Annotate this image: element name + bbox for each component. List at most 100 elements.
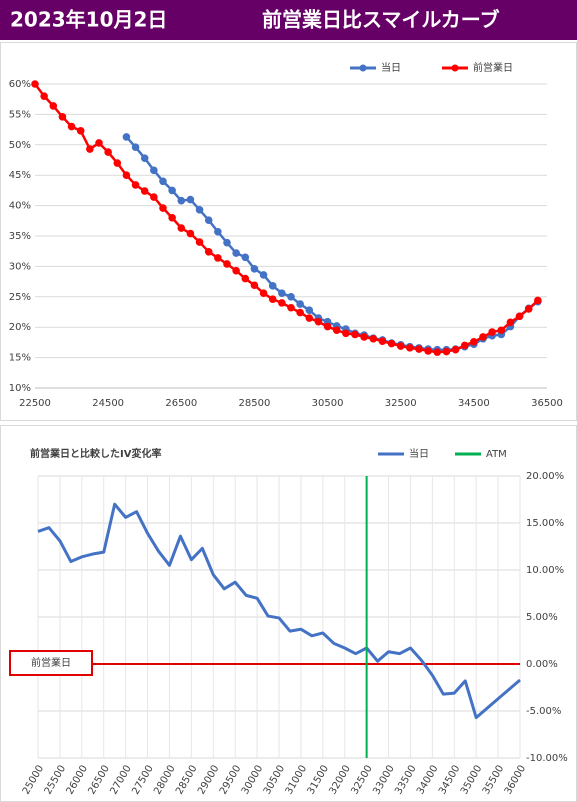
y-tick-label: 45% <box>9 170 31 181</box>
point <box>415 345 423 353</box>
point <box>31 80 39 88</box>
point <box>131 143 140 152</box>
point <box>159 204 167 212</box>
x-tick-label: 22500 <box>19 398 51 409</box>
point <box>131 181 140 189</box>
legend-label: 当日 <box>409 447 429 460</box>
point <box>296 308 304 317</box>
y-tick-label: 60% <box>9 79 31 90</box>
point <box>223 260 231 268</box>
point <box>232 249 240 257</box>
point <box>113 159 122 167</box>
point <box>479 333 487 341</box>
point <box>378 337 387 345</box>
y-tick-label: 0.00% <box>526 659 558 670</box>
series-line <box>125 136 539 351</box>
point <box>424 347 432 355</box>
point <box>360 333 368 341</box>
point <box>396 342 405 350</box>
point <box>259 289 268 297</box>
point <box>534 296 542 305</box>
header-bar <box>0 0 577 40</box>
reference-label: 前営業日 <box>31 656 71 669</box>
point <box>323 322 332 331</box>
legend-label: 当日 <box>381 61 401 74</box>
header-date: 2023年10月2日 <box>10 8 167 32</box>
point <box>342 329 350 338</box>
point <box>433 348 442 356</box>
point <box>442 347 451 356</box>
point <box>49 102 58 110</box>
point <box>268 282 277 290</box>
x-tick-label: 24500 <box>92 398 124 409</box>
point <box>204 248 213 256</box>
x-tick-label: 28500 <box>239 398 271 409</box>
point <box>524 305 533 313</box>
y-tick-label: 20.00% <box>526 471 564 482</box>
point <box>104 148 112 156</box>
y-tick-label: 5.00% <box>526 612 558 623</box>
legend-marker <box>359 64 367 72</box>
x-tick-label: 34500 <box>458 398 490 409</box>
point <box>195 238 204 246</box>
series-line <box>37 502 521 720</box>
point <box>122 171 131 179</box>
point <box>250 281 259 290</box>
point <box>268 295 277 304</box>
point <box>241 274 250 283</box>
point <box>58 113 67 121</box>
point <box>470 337 478 346</box>
chart-title: 前営業日と比較したIV変化率 <box>30 447 161 460</box>
point <box>140 154 149 162</box>
x-tick-label: 32500 <box>385 398 417 409</box>
point <box>168 213 176 222</box>
point <box>460 341 469 350</box>
y-tick-label: 10% <box>9 383 31 394</box>
y-tick-label: 15.00% <box>526 518 564 529</box>
y-tick-label: 40% <box>9 201 31 212</box>
legend-label: 前営業日 <box>473 61 513 74</box>
point <box>95 139 103 147</box>
y-tick-label: -5.00% <box>526 706 561 717</box>
point <box>195 206 204 214</box>
point <box>506 318 515 327</box>
y-tick-label: 30% <box>9 261 31 272</box>
x-tick-label: 36500 <box>531 398 563 409</box>
reference-label-box <box>9 650 93 676</box>
point <box>150 193 158 201</box>
point <box>214 227 222 236</box>
x-tick-label: 30500 <box>312 398 344 409</box>
point <box>387 339 396 348</box>
point <box>451 345 460 354</box>
point <box>296 300 304 308</box>
point <box>232 266 240 275</box>
point <box>159 177 167 186</box>
point <box>278 289 286 297</box>
point <box>406 344 414 352</box>
point <box>314 317 323 326</box>
legend-label: ATM <box>486 449 507 460</box>
panel-1 <box>0 42 577 421</box>
point <box>278 299 286 307</box>
y-tick-label: -10.00% <box>526 753 568 764</box>
series-line <box>34 83 539 354</box>
point <box>515 312 524 321</box>
point <box>168 186 176 195</box>
point <box>223 238 231 247</box>
point <box>76 127 85 135</box>
point <box>177 196 186 205</box>
legend-marker <box>451 64 459 72</box>
point <box>204 216 213 224</box>
y-tick-label: 50% <box>9 140 31 151</box>
point <box>140 187 149 195</box>
point <box>177 224 186 232</box>
point <box>214 254 222 262</box>
point <box>150 166 158 175</box>
point <box>67 122 76 131</box>
point <box>259 271 268 279</box>
point <box>369 334 378 343</box>
point <box>186 229 195 238</box>
point <box>250 265 259 273</box>
panel-2 <box>0 425 577 802</box>
